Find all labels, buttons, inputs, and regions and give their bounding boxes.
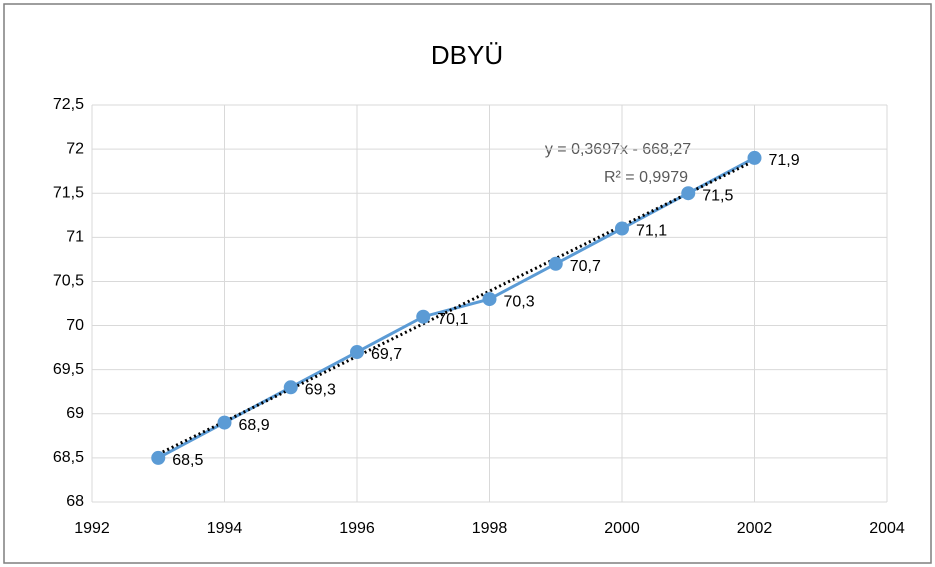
- data-point: [482, 292, 497, 307]
- y-tick-label: 72: [66, 140, 84, 157]
- trend-equation: y = 0,3697x - 668,27: [545, 141, 691, 158]
- data-point: [151, 450, 166, 465]
- trendline: [157, 159, 756, 456]
- data-label: 70,7: [570, 258, 601, 275]
- data-label: 71,1: [636, 223, 667, 240]
- data-point: [681, 186, 696, 201]
- data-point: [548, 256, 563, 271]
- y-tick-label: 71,5: [53, 184, 84, 201]
- data-point: [217, 415, 232, 430]
- data-label: 70,1: [437, 311, 468, 328]
- data-point: [350, 345, 364, 360]
- chart-frame: [3, 3, 932, 564]
- y-tick-label: 70: [66, 317, 84, 334]
- x-tick-label: 2002: [737, 520, 773, 537]
- data-point: [747, 150, 762, 165]
- y-tick-label: 72,5: [53, 96, 84, 113]
- y-tick-label: 68,5: [53, 449, 84, 466]
- y-tick-label: 71: [66, 229, 84, 246]
- x-tick-label: 1996: [339, 520, 375, 537]
- y-tick-label: 69: [66, 405, 84, 422]
- chart-title: DBYÜ: [431, 40, 503, 70]
- x-tick-label: 2000: [604, 520, 640, 537]
- y-tick-label: 69,5: [53, 361, 84, 378]
- data-label: 69,7: [371, 346, 402, 363]
- trend-r2: R² = 0,9979: [604, 169, 688, 186]
- x-tick-label: 1994: [207, 520, 243, 537]
- data-point: [615, 221, 629, 236]
- x-tick-label: 1992: [74, 520, 110, 537]
- x-tick-label: 1998: [472, 520, 508, 537]
- data-label: 68,9: [239, 417, 270, 434]
- y-tick-label: 68: [66, 493, 84, 510]
- data-point: [283, 380, 298, 395]
- data-label: 71,5: [702, 187, 733, 204]
- data-label: 71,9: [769, 152, 800, 169]
- data-label: 69,3: [305, 382, 336, 399]
- x-tick-label: 2004: [869, 520, 905, 537]
- data-label: 68,5: [172, 452, 203, 469]
- data-point: [416, 309, 431, 324]
- data-label: 70,3: [504, 293, 535, 310]
- y-tick-label: 70,5: [53, 273, 84, 290]
